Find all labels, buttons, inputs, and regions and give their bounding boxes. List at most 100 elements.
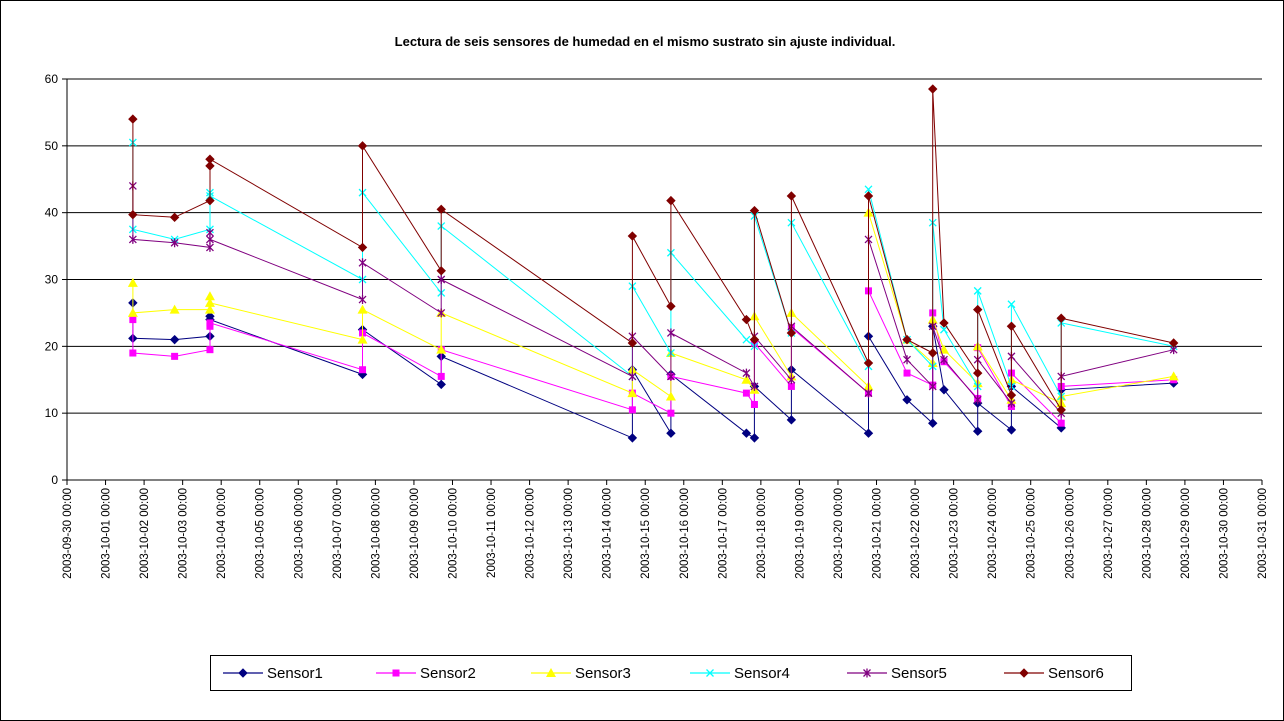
data-point: [749, 334, 760, 345]
x-tick-label: 2003-10-07 00:00: [332, 488, 344, 579]
legend-marker: [392, 669, 400, 677]
data-point: [902, 395, 912, 405]
legend-marker: [706, 669, 714, 677]
x-tick-label: 2003-10-16 00:00: [679, 488, 691, 579]
data-point: [129, 349, 137, 357]
x-tick-label: 2003-10-27 00:00: [1103, 488, 1115, 579]
data-point: [902, 334, 912, 345]
y-tick-label: 60: [45, 72, 59, 86]
data-point: [128, 234, 137, 244]
data-point: [972, 426, 983, 436]
data-point: [741, 374, 752, 384]
data-point: [128, 114, 138, 124]
data-point: [903, 355, 911, 365]
data-point: [627, 231, 638, 241]
legend-marker: [238, 668, 248, 678]
data-point: [742, 389, 750, 397]
data-point: [205, 154, 215, 164]
x-tick-label: 2003-10-02 00:00: [139, 488, 151, 579]
data-point: [169, 212, 180, 223]
data-point: [750, 381, 759, 391]
legend-label: Sensor2: [420, 665, 476, 682]
y-tick-label: 10: [45, 406, 59, 420]
data-point: [864, 185, 873, 194]
x-tick-label: 2003-10-24 00:00: [987, 488, 999, 579]
x-tick-label: 2003-10-29 00:00: [1180, 488, 1192, 579]
data-point: [127, 307, 138, 317]
x-tick-label: 2003-10-03 00:00: [178, 488, 190, 579]
data-point: [627, 388, 638, 398]
y-tick-label: 40: [45, 206, 59, 220]
legend-swatch: [376, 669, 416, 677]
legend-swatch: [1004, 668, 1044, 678]
data-point: [1007, 398, 1016, 408]
data-point: [863, 428, 874, 438]
data-point: [357, 141, 368, 151]
x-tick-label: 2003-10-18 00:00: [756, 488, 768, 579]
data-point: [357, 334, 368, 344]
data-point: [863, 191, 874, 201]
data-point: [749, 433, 760, 443]
x-tick-label: 2003-10-15 00:00: [640, 488, 652, 579]
data-point: [170, 238, 179, 248]
x-tick-label: 2003-10-06 00:00: [293, 488, 305, 579]
x-tick-label: 2003-10-20 00:00: [833, 488, 845, 579]
legend-marker: [546, 668, 556, 677]
data-point: [128, 209, 138, 220]
data-point: [864, 388, 873, 398]
chart-title: Lectura de seis sensores de humedad en e…: [395, 34, 896, 49]
x-tick-label: 2003-10-26 00:00: [1064, 488, 1076, 579]
data-point: [666, 195, 676, 206]
data-point: [129, 316, 137, 324]
data-point: [667, 409, 675, 417]
data-point: [787, 382, 795, 390]
data-point: [358, 258, 367, 268]
x-tick-label: 2003-10-14 00:00: [602, 488, 614, 579]
data-point: [436, 379, 446, 390]
data-point: [787, 375, 796, 385]
legend-marker: [863, 668, 871, 678]
data-point: [204, 304, 215, 314]
x-tick-label: 2003-10-04 00:00: [216, 488, 228, 579]
x-tick-label: 2003-10-12 00:00: [525, 488, 537, 579]
data-point: [436, 266, 446, 276]
x-tick-label: 2003-10-28 00:00: [1141, 488, 1153, 579]
data-point: [628, 371, 637, 381]
data-point: [786, 328, 797, 338]
data-point: [786, 415, 797, 425]
data-point: [205, 195, 215, 206]
data-point: [972, 368, 983, 378]
x-tick-label: 2003-10-05 00:00: [255, 488, 267, 579]
data-point: [204, 291, 215, 301]
x-tick-label: 2003-10-22 00:00: [910, 488, 922, 579]
legend-label: Sensor1: [267, 665, 323, 682]
data-point: [928, 348, 938, 358]
data-point: [1056, 405, 1066, 415]
data-point: [741, 314, 752, 325]
data-point: [666, 371, 675, 381]
data-point: [171, 352, 179, 360]
data-point: [627, 433, 638, 443]
data-point: [973, 395, 982, 405]
data-point: [928, 381, 937, 391]
x-tick-label: 2003-10-10 00:00: [447, 488, 459, 579]
x-tick-label: 2003-10-21 00:00: [872, 488, 884, 579]
data-point: [939, 318, 949, 328]
chart-legend: Sensor1 Sensor2 Sensor3 Sensor4 Sensor5 Senso…: [210, 655, 1132, 691]
x-tick-label: 2003-10-31 00:00: [1257, 488, 1269, 579]
data-point: [627, 338, 638, 348]
legend-swatch: [690, 669, 730, 677]
x-tick-label: 2003-10-11 00:00: [486, 488, 498, 578]
data-point: [1007, 300, 1016, 309]
data-point: [1006, 425, 1017, 435]
data-point: [358, 295, 367, 305]
data-point: [205, 161, 215, 171]
data-point: [205, 242, 214, 252]
x-tick-label: 2003-10-23 00:00: [949, 488, 961, 579]
x-tick-label: 2003-10-30 00:00: [1218, 488, 1230, 579]
data-point: [742, 368, 751, 378]
data-point: [357, 304, 368, 314]
data-point: [742, 335, 751, 344]
data-point: [359, 366, 367, 374]
